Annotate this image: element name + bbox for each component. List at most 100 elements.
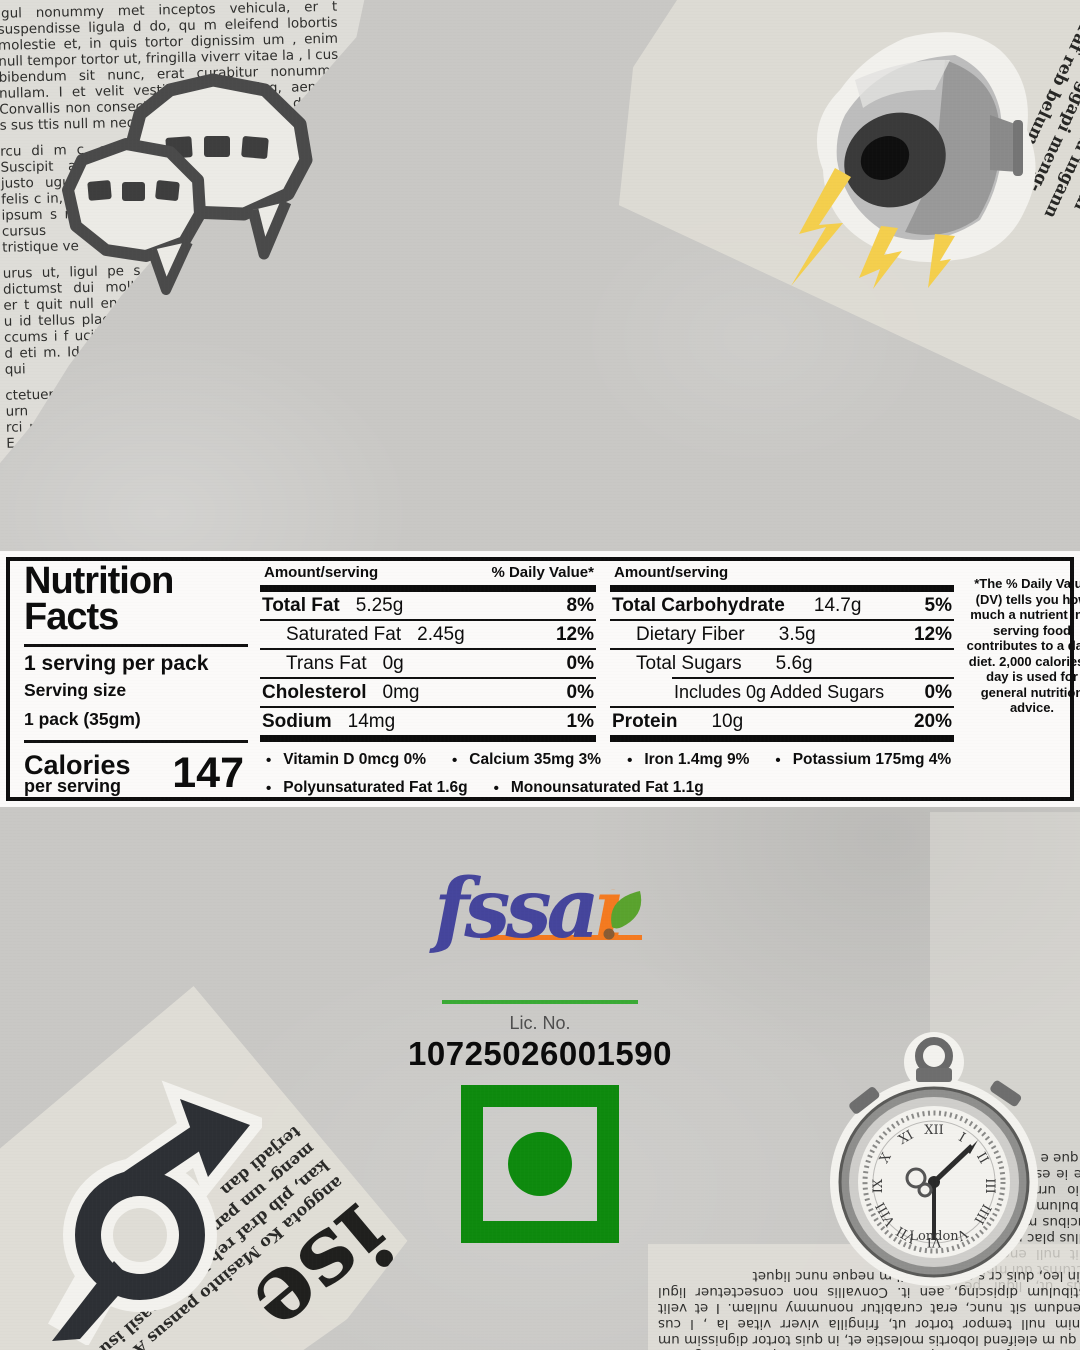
- ellipsis-dot: [241, 136, 269, 159]
- fssai-logo-block: fssai Lic. No. 10725026001590: [400, 861, 680, 1078]
- bullet: •: [451, 751, 458, 769]
- veg-mark-icon: [461, 1085, 619, 1243]
- divider: [610, 648, 954, 650]
- micronutrient-text: Calcium 35mg 3%: [469, 751, 602, 768]
- stopwatch-brand: London: [909, 1229, 959, 1244]
- bubble-small-tail: [147, 239, 193, 295]
- daily-value-header: % Daily Value*: [491, 564, 594, 581]
- stopwatch-numeral: XII: [924, 1123, 944, 1138]
- newspaper-text: ctetuer b odio urn pellente rci nte ie e…: [5, 385, 103, 468]
- megaphone-icon: [791, 32, 1036, 289]
- inner-ring: [872, 1120, 996, 1244]
- stopwatch-numeral: XI: [896, 1128, 916, 1148]
- daily-value-footnote: *The % Daily Value (DV) tells you how mu…: [966, 576, 1080, 715]
- veg-mark-dot: [508, 1132, 572, 1196]
- nutrient-label: Cholesterol: [262, 681, 367, 703]
- micronutrient-text: Monounsaturated Fat 1.1g: [510, 779, 704, 796]
- nutrient-label: Protein: [612, 710, 678, 732]
- ellipsis-dot: [155, 180, 180, 201]
- nutrient-dv: 8%: [566, 594, 594, 616]
- stopwatch-pusher: [990, 1080, 1022, 1107]
- lightning-bolt: [791, 168, 851, 286]
- leaf-dot: [603, 928, 615, 940]
- nutrient-amount: 5.6g: [775, 652, 813, 674]
- nutrient-amount: 3.5g: [778, 623, 816, 645]
- nutrient-label: Total Fat: [262, 594, 340, 616]
- megaphone-hole: [860, 136, 910, 180]
- nutrient-label: Total Sugars: [636, 652, 742, 674]
- bullet: •: [775, 751, 781, 769]
- nutrient-dv: 0%: [924, 681, 952, 703]
- nutrient-column-1: Amount/serving % Daily Value* Total Fat …: [260, 563, 596, 742]
- speech-bubbles-icon: [62, 73, 313, 295]
- stopwatch-numeral: III: [982, 1178, 997, 1193]
- stopwatch-pusher: [849, 1087, 880, 1114]
- micronutrient-item: • Monounsaturated Fat 1.1g: [494, 779, 704, 797]
- amount-serving-header: Amount/serving: [614, 564, 729, 581]
- nutrient-row: Protein 10g 20%: [610, 708, 954, 735]
- bullet: •: [266, 751, 272, 769]
- thick-rule: [610, 735, 954, 742]
- serving-size-value: 1 pack (35gm): [24, 709, 141, 729]
- bullet: •: [493, 779, 499, 797]
- nutrition-left-column: Nutrition Facts 1 serving per pack Servi…: [12, 562, 260, 797]
- license-label: Lic. No.: [509, 1013, 571, 1033]
- nutrient-row: Total Fat 5.25g 8%: [260, 592, 596, 619]
- nutrient-label: Saturated Fat: [286, 623, 402, 645]
- micronutrient-text: Polyunsaturated Fat 1.6g: [283, 779, 468, 796]
- stopwatch-numeral: IX: [871, 1178, 886, 1193]
- panel-border: [6, 557, 1074, 801]
- divider: [260, 619, 596, 621]
- stopwatch-gear: [905, 1167, 927, 1189]
- nutrient-amount: 10g: [711, 710, 744, 732]
- lightning-bolt: [928, 234, 955, 288]
- thick-rule: [260, 585, 596, 592]
- stopwatch-center: [928, 1176, 940, 1188]
- nutrient-dv: 1%: [566, 710, 594, 732]
- bubble-large-tail: [247, 199, 292, 260]
- micronutrient-text: Iron 1.4mg 9%: [644, 751, 750, 768]
- amount-serving-header: Amount/serving: [264, 564, 379, 581]
- stopwatch-numeral: I: [956, 1130, 968, 1146]
- nutrition-facts-panel: Nutrition Facts 1 serving per pack Servi…: [0, 551, 1080, 807]
- stopwatch-hand-minute: [932, 1144, 974, 1184]
- fssai-logo-blue: fssa: [434, 861, 600, 957]
- thick-rule: [610, 585, 954, 592]
- fssai-logo-text: fssai: [434, 861, 621, 957]
- nutrient-row: Dietary Fiber 3.5g 12%: [610, 621, 954, 648]
- divider: [260, 648, 596, 650]
- nutrient-row: Includes 0g Added Sugars 0%: [610, 679, 954, 706]
- nutrient-amount: 14mg: [347, 710, 396, 732]
- nutrient-amount: 0g: [382, 652, 404, 674]
- stopwatch-crown: [916, 1068, 952, 1082]
- bullet: •: [627, 751, 633, 769]
- nutrient-label: Includes 0g Added Sugars: [674, 682, 885, 702]
- ellipsis-dot: [204, 136, 230, 157]
- nutrient-label: Trans Fat: [286, 652, 367, 674]
- nutrient-dv: 0%: [566, 681, 594, 703]
- leaf-shape: [611, 891, 642, 929]
- nutrient-dv: 20%: [913, 710, 952, 732]
- calories-label: Calories: [24, 750, 131, 780]
- ellipsis-dot: [87, 180, 112, 201]
- nutrient-row: Total Carbohydrate 14.7g 5%: [610, 592, 954, 619]
- thick-rule: [260, 735, 596, 742]
- nutrient-dv: 0%: [566, 652, 594, 674]
- stopwatch-gear: [917, 1182, 933, 1198]
- arrow-loop-icon: [47, 1080, 262, 1345]
- arrow-head: [180, 1099, 250, 1177]
- nutrient-row: Saturated Fat 2.45g 12%: [260, 621, 596, 648]
- serving-size-label: Serving size: [24, 680, 127, 700]
- divider: [260, 677, 596, 679]
- micronutrient-text: Potassium 175mg 4%: [792, 751, 952, 768]
- stopwatch-numeral: VI: [927, 1234, 943, 1249]
- divider: [672, 677, 954, 679]
- nutrient-row: Total Sugars 5.6g: [610, 650, 954, 677]
- nutrient-dv: 12%: [913, 623, 952, 645]
- divider: [610, 706, 954, 708]
- nutrient-amount: 0mg: [382, 681, 420, 703]
- fssai-green-bar: [442, 1000, 638, 1004]
- divider: [610, 619, 954, 621]
- micronutrients-section: • Vitamin D 0mcg 0% • Calcium 35mg 3% • Iro…: [260, 751, 960, 807]
